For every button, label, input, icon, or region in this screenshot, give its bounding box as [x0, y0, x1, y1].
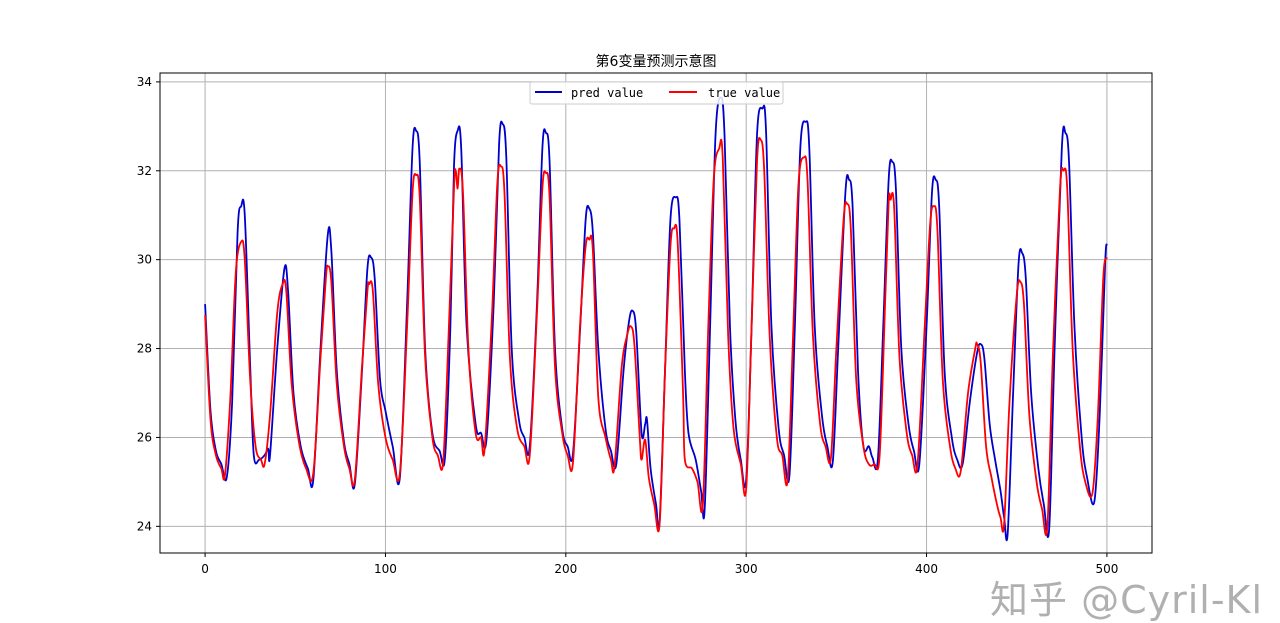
y-tick-label: 28	[137, 342, 152, 356]
plot-frame	[159, 72, 1153, 554]
y-tick-label: 34	[137, 75, 152, 89]
x-tick-label: 300	[735, 562, 758, 576]
y-axis: 24 26 28 30 32 34	[137, 75, 160, 533]
y-tick-label: 24	[137, 519, 152, 533]
chart-title: 第6变量预测示意图	[596, 53, 717, 70]
legend-label-pred: pred value	[571, 86, 643, 100]
x-axis: 0 100 200 300 400 500	[201, 553, 1118, 576]
legend-label-true: true value	[708, 86, 780, 100]
y-tick-label: 30	[137, 253, 152, 267]
x-tick-label: 100	[374, 562, 397, 576]
series-group	[204, 96, 1108, 542]
legend-box	[529, 81, 784, 105]
x-tick-label: 200	[554, 562, 577, 576]
x-tick-label: 500	[1095, 562, 1118, 576]
grid	[160, 73, 1152, 553]
series-line-pred	[204, 96, 1108, 542]
y-tick-label: 26	[137, 430, 152, 444]
x-tick-label: 0	[201, 562, 209, 576]
y-tick-label: 32	[137, 164, 152, 178]
legend: pred value true value	[529, 81, 784, 105]
series-line-true	[204, 136, 1108, 536]
x-tick-label: 400	[915, 562, 938, 576]
watermark: 知乎 @Cyril-Kl	[990, 578, 1264, 622]
